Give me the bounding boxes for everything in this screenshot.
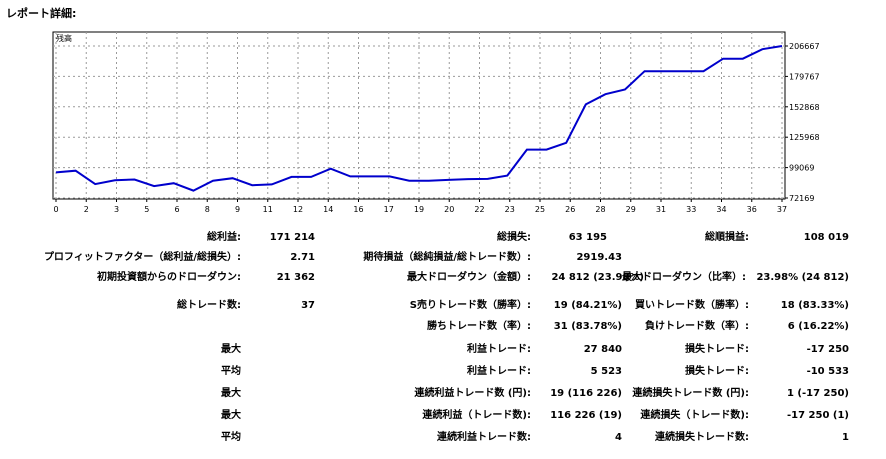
long-trades-label: 買いトレード数（勝率）: (635, 300, 749, 311)
avg-consec-wins-label: 連続利益トレード数: (437, 432, 531, 443)
x-tick-label: 11 (263, 205, 273, 214)
balance-line (55, 45, 783, 192)
x-tick-label: 2 (84, 205, 89, 214)
short-trades-value: 19 (84.21%) (553, 300, 622, 311)
avg-label-1: 平均 (221, 366, 241, 377)
net-profit-label: 総順損益: (705, 232, 749, 243)
x-tick-label: 23 (505, 205, 515, 214)
max-consec-wins-value: 19 (116 226) (550, 388, 622, 399)
total-trades-value: 37 (301, 300, 315, 311)
total-trades-label: 総トレード数: (177, 300, 241, 311)
x-tick-label: 14 (323, 205, 333, 214)
x-tick-label: 8 (205, 205, 210, 214)
x-tick-label: 25 (535, 205, 545, 214)
y-tick-label: 99069 (789, 164, 814, 173)
avg-label-2: 平均 (221, 432, 241, 443)
winning-trades-value: 31 (83.78%) (553, 321, 622, 332)
max-label-1: 最大 (221, 344, 241, 355)
x-tick-label: 34 (716, 205, 726, 214)
max-drawdown-ratio-value: 23.98% (24 812) (756, 272, 849, 283)
max-consec-loss-label: 連続損失（トレード数): (640, 410, 749, 421)
y-tick-label: 125968 (789, 133, 820, 142)
avg-consec-losses-value: 1 (842, 432, 849, 443)
x-tick-label: 29 (626, 205, 636, 214)
x-tick-label: 5 (144, 205, 149, 214)
x-tick-label: 16 (353, 205, 363, 214)
avg-profit-value: 5 523 (590, 366, 622, 377)
avg-loss-label: 損失トレード: (685, 366, 749, 377)
total-profit-value: 171 214 (269, 232, 315, 243)
net-profit-value: 108 019 (803, 232, 849, 243)
max-consec-loss-value: -17 250 (1) (786, 410, 849, 421)
x-tick-label: 17 (384, 205, 394, 214)
report-title: レポート詳細: (6, 7, 77, 20)
long-trades-value: 18 (83.33%) (780, 300, 849, 311)
x-tick-label: 28 (595, 205, 605, 214)
largest-profit-label: 利益トレード: (467, 344, 531, 355)
total-profit-label: 総利益: (207, 232, 241, 243)
expected-payoff-label: 期待損益（総純損益/総トレード数）: (363, 252, 531, 263)
avg-profit-label: 利益トレード: (467, 366, 531, 377)
largest-profit-value: 27 840 (583, 344, 622, 355)
profit-factor-label: プロフィットファクター（総利益/総損失）: (43, 252, 241, 263)
x-tick-label: 9 (235, 205, 240, 214)
initial-drawdown-value: 21 362 (276, 272, 315, 283)
max-consec-wins-label: 連続利益トレード数 (円): (414, 388, 531, 399)
max-drawdown-amount-label: 最大ドローダウン（金額）: (407, 272, 531, 283)
x-tick-label: 6 (174, 205, 179, 214)
y-tick-label: 179767 (789, 72, 820, 81)
max-consec-losses-value: 1 (-17 250) (786, 388, 849, 399)
losing-trades-label: 負けトレード数（率）: (645, 321, 749, 332)
avg-consec-wins-value: 4 (615, 432, 622, 443)
max-label-2: 最大 (221, 388, 241, 399)
max-consec-profit-value: 116 226 (19) (550, 410, 622, 421)
x-tick-label: 0 (53, 205, 58, 214)
x-tick-label: 33 (686, 205, 696, 214)
x-tick-label: 19 (414, 205, 424, 214)
profit-factor-value: 2.71 (290, 252, 315, 263)
avg-consec-losses-label: 連続損失トレード数: (655, 432, 749, 443)
chart-grid (53, 32, 785, 199)
max-consec-profit-label: 連続利益（トレード数): (422, 410, 531, 421)
initial-drawdown-label: 初期投資額からのドローダウン: (97, 272, 241, 283)
max-drawdown-amount-value: 24 812 (23.98%) (551, 272, 644, 283)
x-tick-label: 26 (565, 205, 575, 214)
short-trades-label: S売りトレード数（勝率）: (409, 300, 531, 311)
max-drawdown-ratio-label: 最大ドローダウン（比率）: (622, 272, 746, 283)
y-tick-label: 72169 (789, 194, 814, 203)
losing-trades-value: 6 (16.22%) (787, 321, 849, 332)
y-tick-label: 152868 (789, 103, 820, 112)
x-tick-label: 36 (747, 205, 757, 214)
x-axis-ticks: 0 2 3 5 6 8 9 11 12 14 16 17 19 20 22 23 25 26 28 29 31 33 34 3… (53, 199, 787, 214)
total-loss-label: 総損失: (497, 232, 531, 243)
winning-trades-label: 勝ちトレード数（率）: (427, 321, 531, 332)
max-label-3: 最大 (221, 410, 241, 421)
chart-series-label: 残高 (56, 33, 72, 43)
avg-loss-value: -10 533 (806, 366, 849, 377)
expected-payoff-value: 2919.43 (576, 252, 622, 263)
x-tick-label: 12 (293, 205, 303, 214)
y-tick-label: 206667 (789, 42, 820, 51)
chart-plot-area (52, 31, 786, 200)
x-tick-label: 31 (656, 205, 666, 214)
max-consec-losses-label: 連続損失トレード数 (円): (632, 388, 749, 399)
x-tick-label: 22 (474, 205, 484, 214)
x-tick-label: 37 (777, 205, 787, 214)
x-tick-label: 20 (444, 205, 454, 214)
x-tick-label: 3 (114, 205, 119, 214)
total-loss-value: 63 195 (568, 232, 607, 243)
y-axis-ticks: 206667 179767 152868 125968 99069 72169 (785, 42, 820, 203)
largest-loss-label: 損失トレード: (685, 344, 749, 355)
largest-loss-value: -17 250 (806, 344, 849, 355)
